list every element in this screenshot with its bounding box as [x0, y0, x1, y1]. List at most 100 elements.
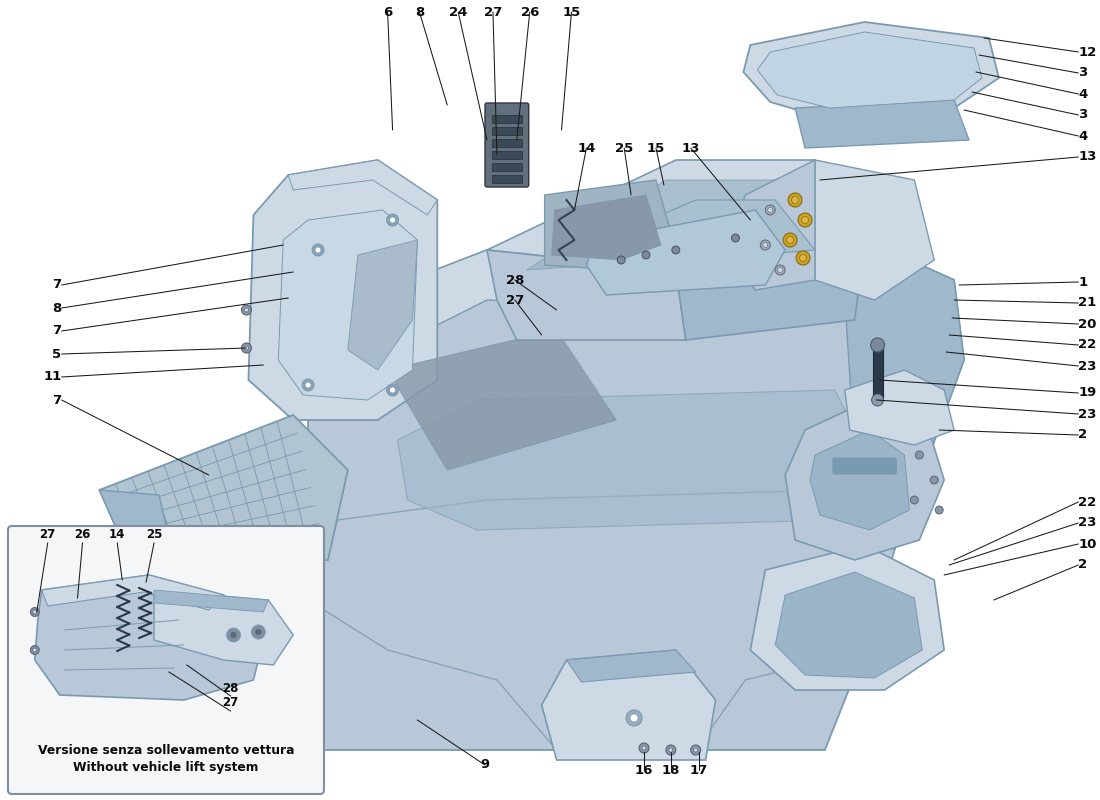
FancyBboxPatch shape — [485, 103, 529, 187]
Text: 28: 28 — [222, 682, 239, 694]
Text: 13: 13 — [1078, 150, 1097, 163]
Polygon shape — [154, 590, 294, 665]
Text: 10: 10 — [1078, 538, 1097, 550]
Text: 4: 4 — [1078, 130, 1088, 142]
Text: 27: 27 — [506, 294, 524, 306]
Circle shape — [935, 506, 943, 514]
Text: 23: 23 — [1078, 517, 1097, 530]
Circle shape — [277, 552, 282, 556]
Text: 23: 23 — [1078, 359, 1097, 373]
Polygon shape — [249, 160, 438, 420]
Polygon shape — [845, 240, 964, 550]
Text: 9: 9 — [481, 758, 490, 771]
Circle shape — [766, 205, 775, 215]
Polygon shape — [527, 180, 845, 270]
Text: 27: 27 — [40, 529, 56, 542]
Circle shape — [732, 234, 739, 242]
Circle shape — [315, 247, 321, 253]
Text: 6: 6 — [383, 6, 393, 18]
Polygon shape — [348, 240, 417, 370]
Circle shape — [694, 748, 697, 752]
Circle shape — [768, 207, 772, 213]
Polygon shape — [744, 22, 999, 118]
Text: Versione senza sollevamento vettura: Versione senza sollevamento vettura — [37, 743, 294, 757]
Polygon shape — [35, 575, 263, 700]
Text: 3: 3 — [1078, 109, 1088, 122]
Text: 26: 26 — [520, 6, 539, 18]
Circle shape — [244, 346, 249, 350]
Text: 27: 27 — [484, 6, 502, 18]
Text: 7: 7 — [53, 394, 62, 406]
Circle shape — [642, 746, 646, 750]
Circle shape — [206, 564, 210, 568]
Bar — [492, 151, 521, 159]
Text: 28: 28 — [506, 274, 524, 286]
Polygon shape — [557, 200, 815, 260]
Polygon shape — [487, 160, 865, 270]
Circle shape — [871, 394, 883, 406]
Circle shape — [386, 214, 398, 226]
Circle shape — [305, 382, 311, 388]
Text: 22: 22 — [1078, 495, 1097, 509]
Circle shape — [389, 387, 396, 393]
Text: 1: 1 — [1078, 275, 1088, 289]
Circle shape — [302, 379, 315, 391]
Polygon shape — [757, 32, 982, 108]
Polygon shape — [845, 370, 954, 445]
Polygon shape — [99, 490, 179, 580]
Text: 20: 20 — [1078, 318, 1097, 330]
Bar — [492, 163, 521, 171]
Polygon shape — [308, 240, 964, 750]
Text: 25: 25 — [615, 142, 634, 154]
Circle shape — [639, 743, 649, 753]
FancyBboxPatch shape — [8, 526, 324, 794]
Circle shape — [870, 338, 884, 352]
Bar — [872, 345, 882, 400]
Text: 21: 21 — [1078, 297, 1097, 310]
Circle shape — [242, 305, 252, 315]
Circle shape — [255, 629, 262, 635]
Circle shape — [786, 237, 793, 243]
Polygon shape — [99, 415, 348, 580]
Circle shape — [312, 244, 324, 256]
Polygon shape — [726, 160, 815, 290]
Text: a passion for parts since 2006: a passion for parts since 2006 — [305, 406, 808, 594]
Circle shape — [911, 496, 918, 504]
Polygon shape — [815, 160, 934, 300]
Circle shape — [188, 567, 191, 571]
Circle shape — [242, 558, 245, 562]
Polygon shape — [750, 545, 944, 690]
Polygon shape — [776, 572, 922, 678]
Circle shape — [626, 710, 642, 726]
Circle shape — [642, 251, 650, 259]
Circle shape — [783, 233, 798, 247]
Circle shape — [252, 625, 265, 639]
Text: 12: 12 — [1078, 46, 1097, 58]
Circle shape — [630, 714, 638, 722]
Circle shape — [227, 628, 241, 642]
Circle shape — [617, 256, 625, 264]
Circle shape — [33, 610, 36, 614]
Circle shape — [244, 308, 249, 312]
Circle shape — [672, 246, 680, 254]
Text: 25: 25 — [146, 529, 162, 542]
Text: 11: 11 — [43, 370, 62, 383]
Circle shape — [691, 745, 701, 755]
Circle shape — [796, 251, 810, 265]
Polygon shape — [675, 160, 865, 340]
Text: 3: 3 — [1078, 66, 1088, 79]
Text: 16: 16 — [635, 763, 653, 777]
Text: 22: 22 — [1078, 338, 1097, 351]
Text: 18: 18 — [662, 763, 680, 777]
Bar — [492, 139, 521, 147]
Text: 26: 26 — [75, 529, 90, 542]
Circle shape — [760, 240, 770, 250]
Polygon shape — [785, 400, 944, 560]
Circle shape — [389, 217, 396, 223]
Circle shape — [931, 476, 938, 484]
Text: 17: 17 — [690, 763, 707, 777]
Circle shape — [669, 748, 673, 752]
Circle shape — [799, 213, 812, 227]
Text: 4: 4 — [1078, 87, 1088, 101]
Text: 7: 7 — [53, 278, 62, 291]
